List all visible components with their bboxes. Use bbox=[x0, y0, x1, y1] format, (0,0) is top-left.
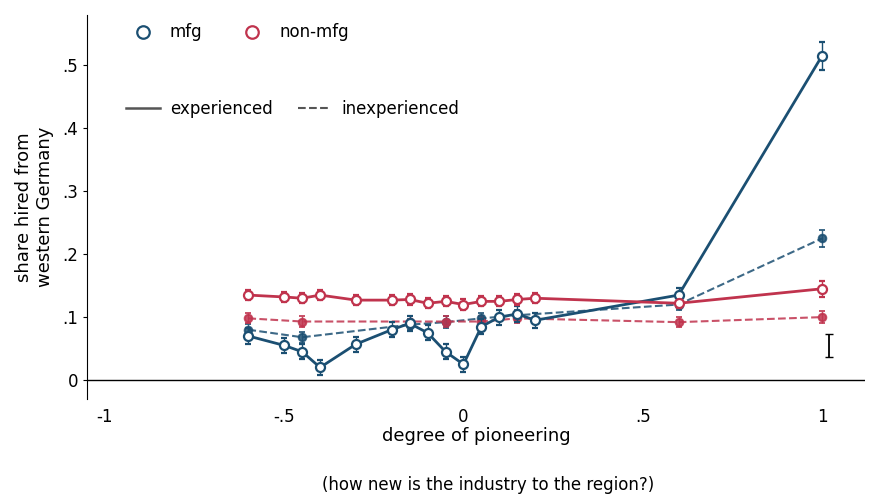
Text: (how new is the industry to the region?): (how new is the industry to the region?) bbox=[322, 476, 655, 494]
X-axis label: degree of pioneering: degree of pioneering bbox=[382, 427, 570, 446]
Legend: experienced, inexperienced: experienced, inexperienced bbox=[127, 100, 458, 118]
Y-axis label: share hired from
western Germany: share hired from western Germany bbox=[15, 127, 54, 287]
